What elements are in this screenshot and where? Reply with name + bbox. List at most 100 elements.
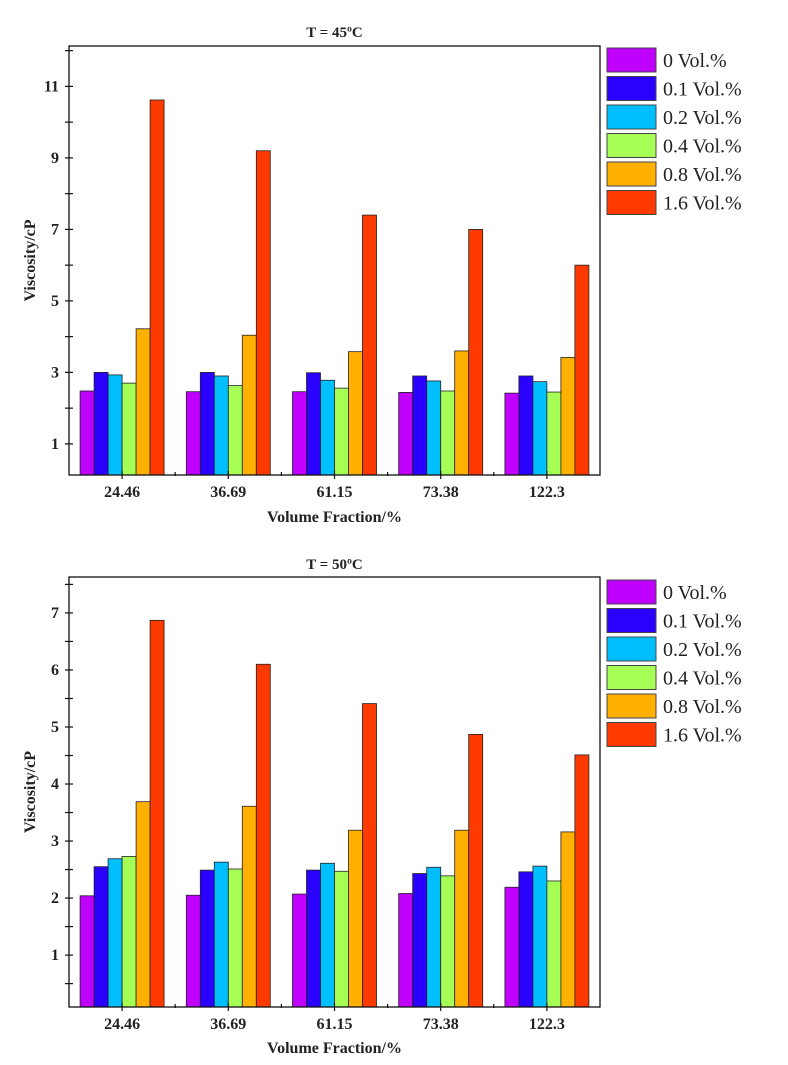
bar — [320, 379, 335, 476]
legend-label: 0.8 Vol.% — [663, 696, 742, 718]
x-tick-label: 61.15 — [317, 484, 353, 501]
legend-label: 1.6 Vol.% — [663, 725, 742, 747]
bar — [121, 856, 137, 1008]
y-tick-label: 4 — [51, 776, 59, 793]
legend: 0 Vol.% 0.1 Vol.% 0.2 Vol.% 0.4 Vol.% 0.8 Vo… — [606, 47, 742, 215]
bar — [334, 870, 349, 1008]
bar — [255, 150, 271, 476]
bar — [199, 869, 215, 1008]
bar — [241, 334, 257, 476]
bar — [546, 880, 562, 1008]
bar — [532, 865, 548, 1008]
y-tick-label: 1 — [51, 436, 59, 453]
bar — [292, 391, 307, 476]
bar — [227, 385, 243, 476]
chart-1: 1 3 5 7 9 11 24.46 36.69 61.15 73.38 122.3 T = 45ºC… — [22, 25, 742, 526]
bar — [348, 351, 363, 476]
bar — [398, 392, 414, 476]
bar — [121, 382, 137, 476]
x-tick-label: 36.69 — [210, 1016, 246, 1033]
x-tick-label: 73.38 — [423, 484, 459, 501]
bar — [532, 381, 548, 476]
x-tick-label: 24.46 — [104, 1016, 140, 1033]
x-tick-label: 24.46 — [104, 484, 140, 501]
bar — [135, 801, 151, 1008]
chart-2: 1 2 3 4 5 6 7 24.46 36.69 61.15 73.38 122.3 T = 50ºC… — [22, 557, 742, 1057]
legend-label: 0.1 Vol.% — [663, 79, 742, 101]
legend-swatch — [606, 133, 657, 158]
bar — [213, 861, 229, 1008]
bar — [348, 829, 363, 1008]
legend-label: 0 Vol.% — [663, 50, 727, 72]
bar — [440, 875, 456, 1008]
y-tick-label: 3 — [51, 364, 59, 381]
y-tick-label: 6 — [51, 662, 59, 679]
legend-label: 0.2 Vol.% — [663, 639, 742, 661]
bar — [227, 868, 243, 1008]
legend-label: 0.8 Vol.% — [663, 164, 742, 186]
bar — [292, 893, 307, 1008]
bar — [107, 858, 123, 1008]
bar — [426, 866, 442, 1008]
bar — [504, 886, 520, 1008]
bar — [199, 371, 215, 476]
bar — [412, 375, 428, 476]
y-tick-label: 11 — [44, 78, 59, 95]
bar — [574, 754, 590, 1008]
x-tick-label: 61.15 — [317, 1016, 353, 1033]
y-tick-label: 7 — [51, 221, 59, 238]
y-tick-label: 5 — [51, 719, 59, 736]
chart-title: T = 45ºC — [306, 25, 363, 41]
y-tick-label: 3 — [51, 833, 59, 850]
legend-swatch — [606, 76, 657, 101]
bar — [468, 734, 484, 1008]
bar — [518, 871, 534, 1008]
legend-label: 0.2 Vol.% — [663, 107, 742, 129]
bar — [560, 356, 576, 476]
bar — [320, 862, 335, 1008]
x-tick-label: 122.3 — [529, 1016, 565, 1033]
legend-swatch — [606, 579, 657, 605]
bar — [454, 350, 470, 476]
bar — [185, 391, 201, 476]
legend-label: 0 Vol.% — [663, 582, 727, 604]
y-tick-label: 2 — [51, 890, 59, 907]
bar — [412, 873, 428, 1008]
legend-swatch — [606, 693, 657, 719]
y-tick-label: 1 — [51, 947, 59, 964]
legend-swatch — [606, 190, 657, 215]
bar — [334, 387, 349, 476]
legend-label: 0.4 Vol.% — [663, 136, 742, 158]
chart-title: T = 50ºC — [306, 557, 363, 573]
x-axis-label: Volume Fraction/% — [267, 1040, 402, 1057]
y-axis-label: Viscosity/cP — [22, 219, 39, 301]
bar — [454, 829, 470, 1008]
legend-label: 0.1 Vol.% — [663, 611, 742, 633]
legend-swatch — [606, 722, 657, 747]
bar — [504, 392, 520, 476]
bar — [79, 390, 95, 476]
legend-label: 0.4 Vol.% — [663, 668, 742, 690]
bar — [518, 375, 534, 476]
legend-swatch — [606, 608, 657, 633]
bar — [93, 866, 109, 1008]
legend-label: 1.6 Vol.% — [663, 193, 742, 215]
bar — [79, 895, 95, 1008]
legend-swatch — [606, 104, 657, 130]
bar — [362, 703, 377, 1008]
bar — [440, 390, 456, 476]
y-tick-label: 5 — [51, 293, 59, 310]
bar — [213, 375, 229, 476]
y-axis-label: Viscosity/cP — [22, 751, 39, 833]
bar — [185, 894, 201, 1008]
bar — [306, 869, 321, 1008]
bar — [574, 264, 590, 476]
y-tick-label: 7 — [51, 605, 59, 622]
bar — [255, 663, 271, 1008]
bar — [306, 372, 321, 476]
legend: 0 Vol.% 0.1 Vol.% 0.2 Vol.% 0.4 Vol.% 0.8 Vo… — [606, 579, 742, 747]
bar — [107, 374, 123, 476]
x-tick-label: 36.69 — [210, 484, 246, 501]
x-tick-label: 122.3 — [529, 484, 565, 501]
